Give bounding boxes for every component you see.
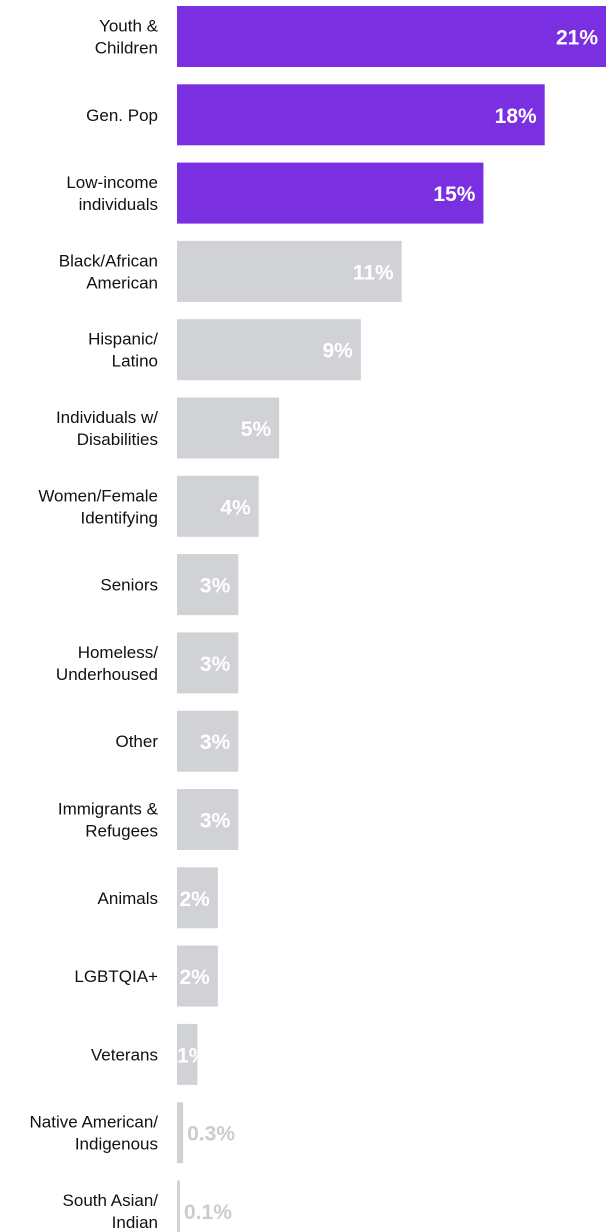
category-label: Gen. Pop: [86, 106, 158, 125]
category-label: Immigrants & Refugees: [58, 800, 159, 841]
value-label: 4%: [220, 496, 251, 519]
bar: [177, 632, 239, 694]
value-label: 2%: [179, 966, 210, 989]
category-label: LGBTQIA+: [74, 967, 158, 986]
category-label: Homeless/Underhoused: [56, 643, 158, 684]
category-label: South Asian/Indian: [63, 1191, 159, 1232]
value-label: 3%: [200, 575, 231, 598]
category-label: Other: [115, 732, 158, 751]
bar: [177, 1102, 184, 1164]
category-label: Individuals w/Disabilities: [56, 408, 158, 449]
value-label: 2%: [179, 888, 210, 911]
value-label: 9%: [322, 340, 353, 363]
category-label: Low-income individuals: [66, 173, 158, 214]
bar: [177, 1180, 180, 1232]
category-label: Hispanic/Latino: [88, 330, 158, 371]
category-label: Black/African American: [59, 251, 158, 292]
bar: [177, 945, 218, 1007]
value-label: 11%: [353, 261, 394, 284]
value-label: 3%: [200, 653, 231, 676]
value-label: 21%: [556, 27, 598, 50]
category-label: Veterans: [91, 1045, 158, 1064]
bar: [177, 240, 402, 302]
value-label: 0.1%: [184, 1201, 232, 1224]
value-label: 15%: [433, 183, 475, 206]
value-label: 18%: [495, 105, 537, 128]
category-label: Seniors: [100, 576, 158, 595]
category-label: Native American/Indigenous: [30, 1113, 159, 1154]
value-label: 3%: [200, 731, 231, 754]
bar: [177, 6, 606, 67]
bar: [177, 554, 239, 616]
value-label: 1%: [177, 1044, 208, 1067]
bar: [177, 84, 545, 146]
category-label: Youth & Children: [95, 17, 159, 58]
bar: [177, 162, 484, 224]
category-label: Women/Female Identifying: [38, 486, 158, 527]
value-label: 3%: [200, 810, 231, 833]
bar: [177, 710, 239, 772]
bar: [177, 397, 280, 459]
bar: [177, 789, 239, 850]
category-label: Animals: [98, 889, 158, 908]
value-label: 5%: [241, 418, 272, 441]
value-label: 0.3%: [187, 1123, 235, 1146]
bar: [177, 1023, 198, 1085]
bar: [177, 475, 259, 537]
bar: [177, 867, 218, 929]
bar: [177, 319, 361, 381]
